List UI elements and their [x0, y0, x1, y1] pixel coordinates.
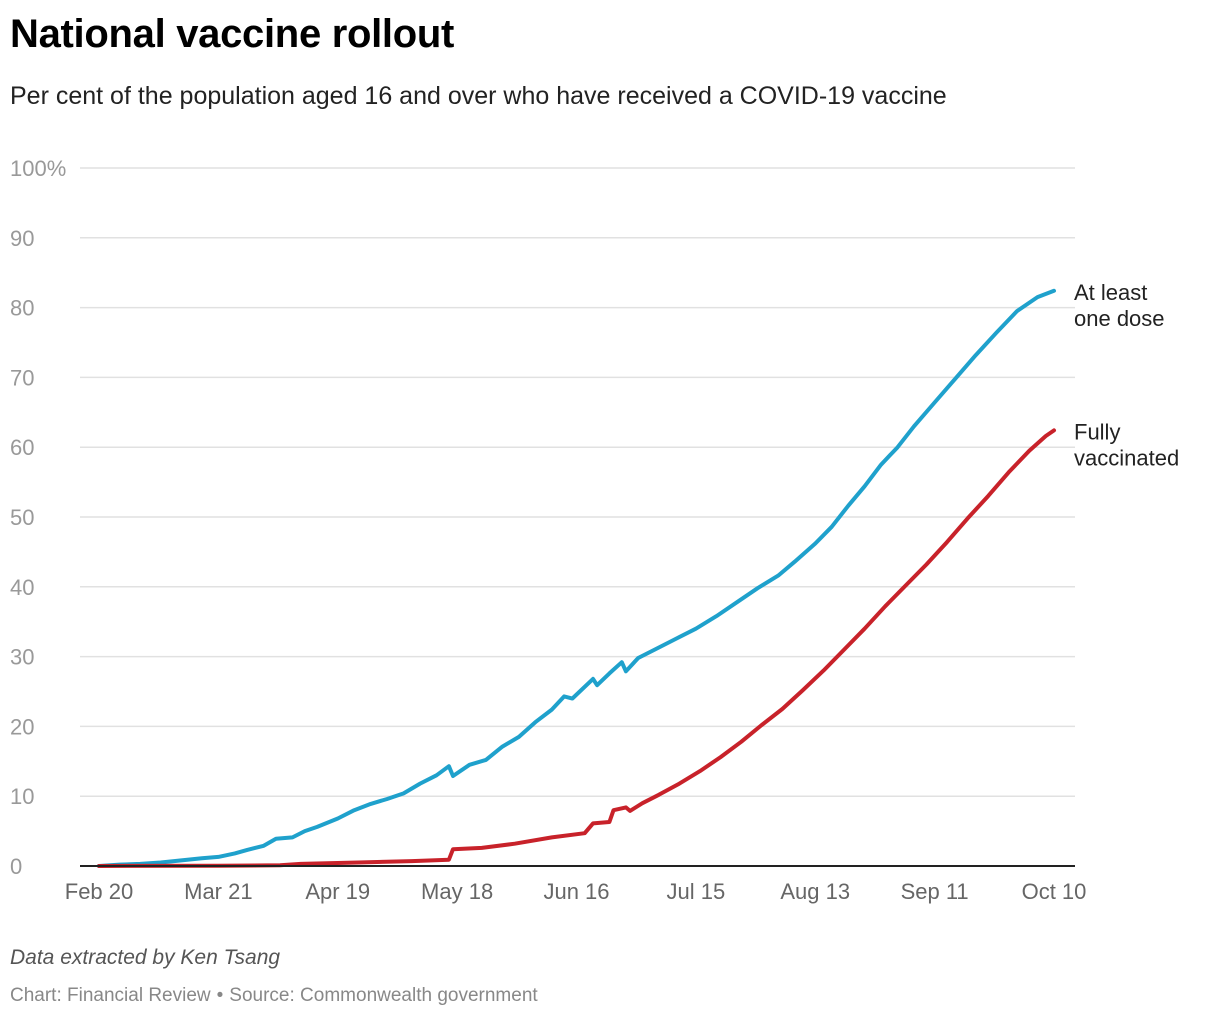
gridlines: [80, 167, 1075, 797]
x-axis-ticks: Feb 20 Mar 21 Apr 19 May 18 Jun 16 Jul 15 Aug …: [65, 879, 1087, 904]
x-tick-label: Sep 11: [901, 879, 969, 904]
series-label-fully-vaccinated: Fully vaccinated: [1074, 419, 1179, 470]
x-tick-label: Apr 19: [305, 879, 370, 904]
credit-separator: •: [216, 985, 224, 1006]
y-tick-label: 10: [10, 784, 34, 809]
y-tick-label: 90: [10, 226, 34, 251]
vaccine-line-chart: 100% 90 80 70 60 50 40 30 20 10 0 Feb 20 Mar 21 Apr …: [10, 156, 1179, 904]
series-label-first-dose: At least one dose: [1074, 280, 1165, 331]
y-tick-label: 100%: [10, 156, 66, 181]
y-tick-label: 60: [10, 435, 34, 460]
y-tick-label: 0: [10, 854, 22, 879]
y-tick-label: 80: [10, 296, 34, 321]
x-tick-label: Jul 15: [667, 879, 726, 904]
x-tick-label: Mar 21: [184, 879, 252, 904]
y-tick-label: 20: [10, 714, 34, 739]
y-tick-label: 70: [10, 365, 34, 390]
data-credit-note: Data extracted by Ken Tsang: [10, 946, 281, 969]
x-tick-label: Oct 10: [1022, 879, 1087, 904]
x-tick-label: Aug 13: [780, 879, 850, 904]
series-line-fully-vaccinated: [97, 428, 1056, 868]
x-tick-label: May 18: [421, 879, 493, 904]
y-tick-label: 40: [10, 575, 34, 600]
x-tick-label: Jun 16: [543, 879, 609, 904]
chart-subtitle: Per cent of the population aged 16 and o…: [10, 82, 947, 110]
x-tick-label: Feb 20: [65, 879, 134, 904]
source-credit: Chart: Financial Review • Source: Commonwe…: [10, 985, 538, 1007]
series-line-first-dose: [97, 288, 1056, 868]
y-tick-label: 50: [10, 505, 34, 530]
y-axis-ticks: 100% 90 80 70 60 50 40 30 20 10 0: [10, 156, 66, 879]
series-lines: [97, 288, 1056, 868]
source-text: Source: Commonwealth government: [229, 985, 538, 1006]
chart-credit: Chart: Financial Review: [10, 985, 211, 1006]
series-labels: At least one dose Fully vaccinated: [1074, 280, 1179, 471]
chart-title: National vaccine rollout: [10, 12, 455, 56]
y-tick-label: 30: [10, 645, 34, 670]
